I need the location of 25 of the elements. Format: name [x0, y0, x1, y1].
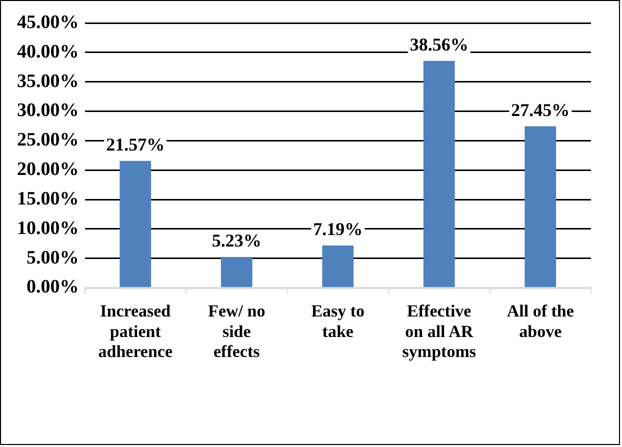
y-tick-label: 5.00%	[26, 247, 79, 268]
y-tick-label: 40.00%	[17, 41, 79, 62]
bar	[524, 126, 556, 288]
bar	[322, 245, 354, 288]
y-tick-label: 20.00%	[17, 159, 79, 180]
bar	[120, 160, 152, 288]
bar	[220, 257, 252, 288]
x-tick-label: Few/ no side effects	[208, 301, 266, 362]
data-label: 7.19%	[313, 219, 363, 240]
y-tick-label: 10.00%	[17, 218, 79, 239]
x-tick-label: Effective on all AR symptoms	[402, 301, 476, 362]
data-label: 21.57%	[106, 134, 165, 155]
x-tick-label: Easy to take	[311, 301, 365, 341]
y-tick-label: 35.00%	[17, 70, 79, 92]
data-label: 38.56%	[410, 34, 468, 55]
y-tick-label: 0.00%	[26, 276, 79, 298]
y-tick-label: 45.00%	[17, 12, 79, 33]
y-tick-label: 25.00%	[17, 130, 79, 151]
y-tick-label: 15.00%	[17, 188, 79, 210]
x-tick-label: Increased patient adherence	[98, 301, 173, 362]
data-label: 27.45%	[511, 100, 570, 120]
bar	[423, 60, 455, 288]
x-tick-label: All of the above	[506, 301, 574, 341]
y-tick-label: 30.00%	[17, 100, 79, 122]
data-label: 5.23%	[212, 230, 262, 251]
